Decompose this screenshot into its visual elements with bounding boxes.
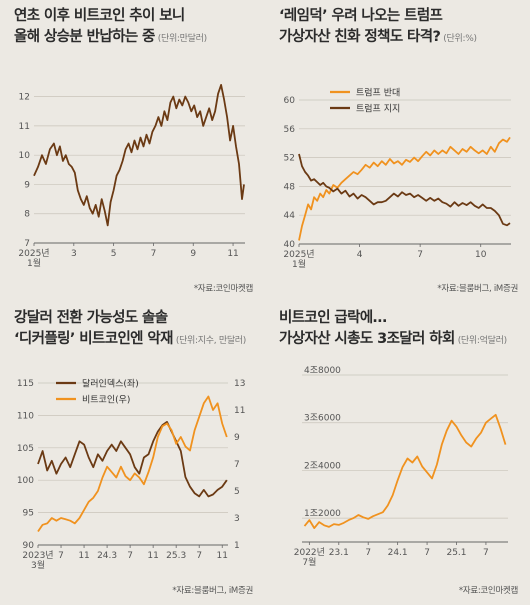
title-line-1: 비트코인 급락에… — [279, 310, 387, 326]
y-tick-label: 48 — [284, 182, 296, 192]
x-tick-label: 23.1 — [329, 548, 349, 558]
series-line-0 — [303, 413, 507, 530]
x-tick-label: 11 — [217, 551, 228, 561]
y-tick-label: 10 — [19, 151, 31, 161]
y-tick-label: 40 — [284, 240, 296, 250]
title-line-2: 올해 상승분 반납하는 중 — [14, 29, 155, 45]
panel-title: ‘레임덕’ 우려 나오는 트럼프 가상자산 친화 정책도 타격? (단위:%) — [279, 6, 477, 50]
y-tick-label: 1조2000 — [304, 509, 341, 519]
y-tick-label: 115 — [17, 379, 34, 389]
panel-title: 비트코인 급락에… 가상자산 시총도 3조달러 하회 (단위:억달러) — [279, 308, 507, 352]
legend-label: 달러인덱스(좌) — [82, 378, 139, 390]
title-line-1: ‘레임덕’ 우려 나오는 트럼프 — [279, 8, 443, 24]
y-tick-label: 2조4000 — [304, 461, 341, 471]
x-tick-label: 7 — [151, 249, 157, 259]
y-tick-label: 95 — [23, 509, 34, 519]
x-tick-label: 2025년 1월 — [283, 249, 314, 270]
x-tick-label: 25.3 — [166, 551, 186, 561]
source-note: *자료:코인마켓캡 — [193, 284, 253, 294]
x-tick-label: 11 — [147, 551, 158, 561]
y-tick-label: 60 — [284, 96, 296, 106]
y-tick-label: 12 — [19, 93, 30, 103]
y-tick-label: 110 — [17, 411, 34, 421]
panel-title: 강달러 전환 가능성도 솔솔 ‘디커플링’ 비트코인엔 악재 (단위:지수, 만달… — [14, 308, 246, 352]
title-line-2: ‘디커플링’ 비트코인엔 악재 — [14, 331, 173, 347]
x-tick-label: 2022년 7월 — [294, 547, 325, 568]
unit-label: (단위:지수, 만달러) — [175, 336, 246, 346]
unit-label: (단위:만달러) — [157, 34, 207, 44]
y-right-tick-label: 3 — [234, 514, 240, 524]
legend-label: 비트코인(우) — [82, 395, 130, 406]
x-tick-label: 2025년 1월 — [18, 248, 49, 269]
panel-bitcoin-price: 7 8 9 10 11 12 2025년 1월 3 5 7 9 11 연초 이후 비트코인 추이 보니 … — [0, 0, 265, 302]
x-tick-label: 7 — [127, 551, 133, 561]
title-line-2: 가상자산 친화 정책도 타격? — [279, 29, 441, 45]
x-tick-label: 7 — [365, 548, 371, 558]
title-line-2: 가상자산 시총도 3조달러 하회 — [279, 331, 455, 347]
x-tick-label: 11 — [227, 249, 238, 259]
legend-label: 트럼프 지지 — [356, 103, 400, 115]
x-tick-label: 7 — [196, 551, 202, 561]
panel-dollar-vs-bitcoin: 90 95 100 105 110 115 1 3 5 7 9 11 13 2023년 3월 7 11 24.3 7… — [0, 302, 265, 604]
y-right-tick-label: 7 — [234, 460, 240, 470]
x-tick-label: 5 — [111, 249, 117, 259]
series-line-0 — [37, 421, 228, 498]
source-note: *자료:블룸버그, iM증권 — [172, 586, 253, 596]
y-tick-label: 44 — [284, 211, 296, 221]
x-tick-label: 7 — [483, 548, 489, 558]
x-tick-label: 24.3 — [97, 551, 117, 561]
x-tick-label: 7 — [417, 250, 423, 260]
y-tick-label: 4조8000 — [304, 366, 341, 376]
series-line-0 — [298, 136, 511, 241]
unit-label: (단위:%) — [443, 34, 477, 44]
source-note: *자료:코인마켓캡 — [458, 586, 518, 596]
unit-label: (단위:억달러) — [457, 336, 507, 346]
x-tick-label: 4 — [357, 250, 363, 260]
y-tick-label: 8 — [24, 210, 30, 220]
panel-crypto-market-cap: 1조2000 2조4000 3조6000 4조8000 2022년 7월 23.1 7 24.1… — [265, 302, 530, 604]
x-tick-label: 3 — [71, 249, 77, 259]
title-line-1: 연초 이후 비트코인 추이 보니 — [14, 8, 185, 24]
y-tick-label: 100 — [17, 476, 34, 486]
x-tick-label: 10 — [475, 250, 487, 260]
bitcoin-price-chart: 7 8 9 10 11 12 2025년 1월 3 5 7 9 11 — [18, 84, 245, 269]
y-tick-label: 90 — [23, 541, 35, 551]
y-right-tick-label: 1 — [234, 541, 240, 551]
x-tick-label: 9 — [190, 249, 196, 259]
series-line-1 — [37, 395, 228, 533]
y-right-tick-label: 5 — [234, 487, 240, 497]
x-tick-label: 25.1 — [446, 548, 466, 558]
title-line-1: 강달러 전환 가능성도 솔솔 — [14, 310, 168, 326]
y-right-tick-label: 11 — [234, 406, 245, 416]
x-tick-label: 24.1 — [388, 548, 408, 558]
y-tick-label: 3조6000 — [304, 414, 341, 424]
x-tick-label: 11 — [78, 551, 89, 561]
y-tick-label: 56 — [284, 125, 296, 135]
y-tick-label: 7 — [24, 239, 30, 249]
y-tick-label: 105 — [17, 444, 34, 454]
x-tick-label: 7 — [58, 551, 64, 561]
y-tick-label: 9 — [24, 180, 30, 190]
y-right-tick-label: 13 — [234, 379, 245, 389]
panel-title: 연초 이후 비트코인 추이 보니 올해 상승분 반납하는 중 (단위:만달러) — [14, 6, 207, 50]
y-tick-label: 52 — [284, 154, 295, 164]
source-note: *자료:블룸버그, iM증권 — [437, 284, 518, 294]
x-tick-label: 2023년 3월 — [22, 550, 53, 571]
y-tick-label: 11 — [19, 122, 30, 132]
series-line-1 — [298, 153, 511, 227]
x-tick-label: 7 — [424, 548, 430, 558]
series-line-0 — [33, 84, 245, 227]
y-right-tick-label: 9 — [234, 433, 240, 443]
market-cap-chart: 1조2000 2조4000 3조6000 4조8000 2022년 7월 23.1 7 24.1… — [294, 366, 508, 568]
legend-label: 트럼프 반대 — [356, 87, 400, 99]
